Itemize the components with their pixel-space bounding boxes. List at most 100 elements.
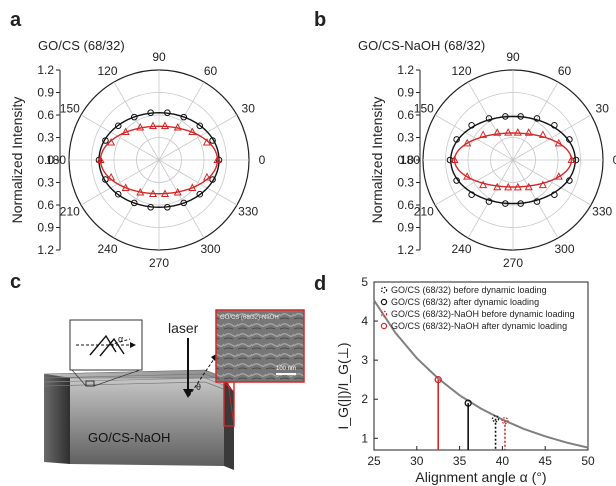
polar-data-point-triangle [567,155,576,163]
sample-label: GO/CS-NaOH [88,430,170,445]
polar-data-point-triangle [524,182,533,191]
x-tick-label: 30 [410,454,424,468]
polar-data-point-triangle [463,172,472,180]
y-tick-label: 4 [361,314,368,328]
polar-fit-curve-0 [450,115,576,205]
polar-data-point-circle [566,177,573,184]
radial-tick-label: 0.6 [37,108,54,122]
angle-tick-label: 90 [506,50,520,64]
polar-data-point-triangle [493,182,502,191]
polar-data-point-circle [209,137,216,144]
panel-label-b: b [314,9,326,31]
polar-data-point-triangle [121,183,130,191]
polar-chart-b: 0 30 60 90 120 150 180 210 240 270 300 330 1.2 0.9 0.6… [369,50,616,270]
polar-data-point-triangle [493,128,502,136]
polar-data-point-triangle [160,121,170,130]
radial-tick-label: 0.9 [37,86,54,100]
angle-tick-label: 300 [554,242,574,256]
polar-data-point-circle [164,203,171,211]
y-tick-label: 2 [361,392,368,406]
angle-tick-label: 120 [97,64,117,78]
panel-label-a: a [10,9,22,31]
x-tick-label: 35 [453,454,467,468]
polar-data-point-triangle [513,182,522,191]
radial-tick-label: 0.6 [37,198,54,212]
x-axis-title: Alignment angle α (°) [415,469,546,485]
legend-entry: GO/CS (68/32) before dynamic loading [391,285,547,295]
angle-tick-label: 180 [400,153,420,167]
laser-label: laser [168,320,199,336]
polar-data-point-circle [196,122,204,130]
angle-tick-label: 330 [238,205,258,219]
polar-b-title: GO/CS-NaOH (68/32) [358,38,485,53]
polar-data-point-triangle [188,127,197,136]
angle-tick-label: 30 [596,102,610,116]
radial-tick-label: 0.0 [397,153,414,167]
polar-data-point-circle [453,177,460,184]
polar-fit-curve-1 [99,125,219,195]
angle-tick-label: 60 [558,64,572,78]
polar-data-point-circle [114,122,122,130]
polar-data-point-triangle [554,172,563,180]
radial-tick-label: 0.9 [397,221,414,235]
polar-data-point-circle [180,113,188,121]
sem-image-inset: GO/CS (68/32)-NaOH 100 nm [215,309,305,427]
polar-data-point-circle [130,199,138,207]
angle-tick-label: 330 [592,205,612,219]
polar-data-point-circle [551,191,558,199]
polar-data-point-circle [517,113,524,120]
radial-tick-label: 0.3 [37,131,54,145]
angle-tick-label: 270 [149,256,169,270]
polar-data-point-circle [130,113,138,121]
angle-tick-label: 30 [242,102,256,116]
angle-tick-label: 240 [451,242,471,256]
marker-point [464,399,472,407]
radial-tick-label: 0.9 [397,86,414,100]
polar-chart-a: 03060901201501802102402703003301.20.90.6… [9,50,266,270]
polar-data-point-triangle [538,130,547,138]
marker-point [434,376,442,384]
radial-tick-label: 0.3 [37,176,54,190]
angle-tick-label: 150 [60,102,80,116]
polar-data-point-triangle [504,128,513,136]
polar-data-point-circle [468,191,475,199]
y-tick-label: 5 [361,275,368,289]
angle-tick-label: 90 [152,50,166,64]
polar-data-point-triangle [136,187,145,196]
x-tick-label: 50 [581,454,595,468]
polar-spoke [158,114,238,161]
angle-tick-label: 0 [613,153,616,167]
marker-point [491,415,500,423]
radial-tick-label: 0.3 [397,131,414,145]
polar-data-point-triangle [479,180,488,189]
x-tick-label: 25 [367,454,381,468]
polar-data-point-triangle [538,180,547,189]
layered-film-stack [43,369,235,470]
radial-tick-label: 1.2 [37,243,54,257]
polar-spoke [158,159,205,239]
angle-tick-label: 0 [259,153,266,167]
radial-axis-title: Normalized Intensity [9,97,25,224]
polar-data-point-triangle [188,183,197,191]
polar-spoke [434,114,514,161]
polar-data-point-triangle [107,172,116,181]
scale-bar-label: 100 nm [276,366,296,372]
polar-data-point-triangle [173,122,182,131]
polar-a-title: GO/CS (68/32) [38,38,125,53]
polar-data-point-triangle [148,121,158,130]
polar-data-point-circle [468,121,475,129]
polar-spoke [80,159,160,206]
polar-spoke [158,159,238,206]
scale-bar [276,373,296,375]
polar-data-point-circle [502,200,509,207]
platelet-inset: α [69,319,143,387]
legend-entry: GO/CS (68/32)-NaOH after dynamic loading [391,321,567,331]
polar-spoke [512,159,592,206]
polar-data-point-circle [502,113,509,120]
polar-data-point-triangle [524,128,533,136]
radial-tick-label: 0.0 [37,153,54,167]
radial-tick-label: 1.2 [397,243,414,257]
polar-data-point-circle [485,198,493,205]
radial-tick-label: 0.9 [37,221,54,235]
polar-data-point-circle [517,200,524,207]
